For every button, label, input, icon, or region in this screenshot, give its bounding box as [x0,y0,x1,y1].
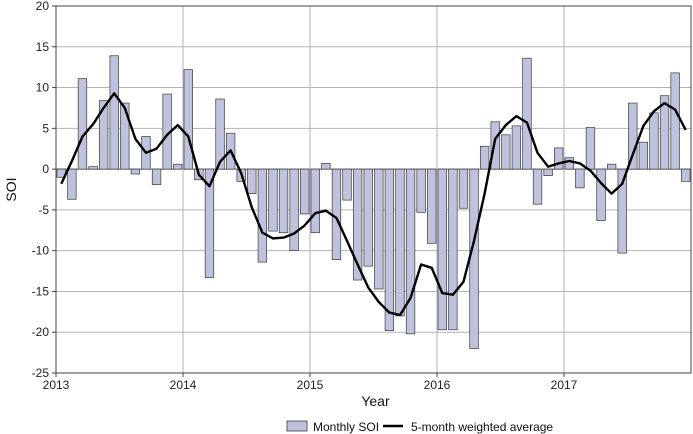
bar-monthly-soi [67,168,77,200]
y-axis-label: SOI [3,177,19,201]
plot-frame [55,5,692,374]
bar-monthly-soi [173,163,183,170]
bar-monthly-soi [352,168,363,281]
legend-label-weighted-average: 5-month weighted average [411,420,553,434]
bar-monthly-soi [681,168,691,182]
legend: Monthly SOI 5-month weighted average [286,420,553,434]
bar-monthly-soi [448,168,458,331]
bar-monthly-soi [204,168,215,278]
bar-monthly-soi [458,168,469,209]
legend-swatch-monthly-soi [286,420,308,432]
bar-monthly-soi [331,168,342,260]
bar-series [56,55,691,349]
x-tick-label: 2016 [424,378,451,392]
y-tick-label: -25 [32,366,50,380]
bar-monthly-soi [628,102,638,170]
bar-monthly-soi [638,141,649,170]
bar-monthly-soi [469,168,479,349]
bar-monthly-soi [183,69,193,170]
bar-monthly-soi [532,168,543,205]
bar-monthly-soi [416,168,426,213]
y-tick-label: 10 [36,81,50,95]
bar-monthly-soi [98,100,109,170]
line-series [60,92,687,317]
x-tick-label: 2013 [43,378,70,392]
bar-monthly-soi [384,168,395,331]
bar-monthly-soi [501,134,511,170]
bar-monthly-soi [511,125,522,170]
y-tick-label: -15 [32,284,50,298]
y-axis-ticks: -25 -20 -15 -10 -5 0 5 10 15 20 [32,0,56,380]
bar-monthly-soi [575,168,585,189]
bar-monthly-soi [585,127,596,170]
x-tick-label: 2014 [170,378,197,392]
y-tick-label: 0 [42,162,49,176]
y-tick-label: -20 [32,325,50,339]
bar-monthly-soi [374,168,384,290]
bar-monthly-soi [247,168,257,194]
bar-monthly-soi [606,163,617,170]
bar-monthly-soi [554,147,564,170]
bar-monthly-soi [670,72,680,170]
bar-monthly-soi [268,168,278,232]
bar-monthly-soi [289,168,299,252]
bar-monthly-soi [363,168,373,267]
bar-monthly-soi [490,121,500,170]
bar-monthly-soi [543,168,553,176]
y-tick-label: 5 [42,121,49,135]
bar-monthly-soi [427,168,437,244]
bar-monthly-soi [215,98,225,170]
bar-monthly-soi [405,168,416,335]
bar-monthly-soi [437,168,447,331]
line-weighted-average [60,92,687,317]
bar-monthly-soi [649,112,659,170]
x-tick-label: 2015 [297,378,324,392]
bar-monthly-soi [617,168,627,254]
bar-monthly-soi [310,168,320,234]
bar-monthly-soi [342,168,352,201]
x-axis-label: Year [361,393,390,409]
y-tick-label: 15 [36,40,50,54]
x-axis-ticks: 2013 2014 2015 2016 2017 [43,373,578,392]
bar-monthly-soi [596,168,606,221]
bar-monthly-soi [564,157,574,170]
y-tick-label: 20 [36,0,50,13]
x-tick-label: 2017 [551,378,578,392]
bar-monthly-soi [130,168,141,175]
bar-monthly-soi [151,168,162,185]
bar-monthly-soi [321,163,331,170]
bar-monthly-soi [120,102,130,170]
bar-monthly-soi [278,168,289,234]
bar-monthly-soi [395,168,405,317]
bar-monthly-soi [109,55,119,170]
bar-monthly-soi [479,145,490,170]
y-tick-label: -10 [32,244,50,258]
bar-monthly-soi [659,95,670,170]
grid-lines [56,5,691,374]
legend-label-monthly-soi: Monthly SOI [313,420,379,434]
bar-monthly-soi [88,166,98,170]
bar-monthly-soi [300,168,310,215]
bar-monthly-soi [522,57,532,170]
bar-monthly-soi [77,78,88,170]
y-tick-label: -5 [38,203,49,217]
bar-monthly-soi [257,168,268,263]
